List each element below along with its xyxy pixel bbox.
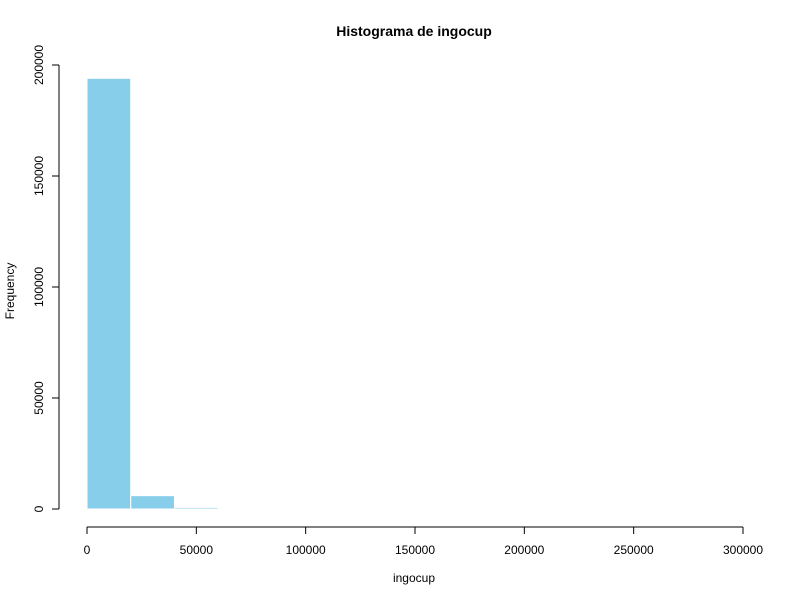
y-tick-label-2: 100000 (32, 267, 46, 307)
y-axis: 0 50000 100000 150000 200000 (32, 45, 60, 512)
y-tick-label-0: 0 (32, 505, 46, 512)
y-tick-label-1: 50000 (32, 381, 46, 415)
y-tick-label-4: 200000 (32, 45, 46, 85)
y-tick-label-3: 150000 (32, 156, 46, 196)
x-tick-label-1: 50000 (180, 543, 214, 557)
x-tick-label-5: 250000 (614, 543, 654, 557)
y-axis-label: Frequency (3, 263, 17, 320)
x-tick-label-6: 300000 (723, 543, 763, 557)
x-axis: 0 50000 100000 150000 200000 250000 300000 (84, 526, 763, 557)
histogram-bar-0 (86, 77, 132, 510)
x-tick-label-2: 100000 (286, 543, 326, 557)
x-tick-label-0: 0 (84, 543, 91, 557)
chart-title: Histograma de ingocup (336, 23, 492, 39)
histogram-bar-2 (173, 506, 219, 510)
x-tick-label-4: 200000 (504, 543, 544, 557)
histogram-bar-1 (130, 495, 175, 510)
bars-group (86, 77, 744, 510)
x-tick-label-3: 150000 (395, 543, 435, 557)
x-axis-label: ingocup (393, 571, 435, 585)
